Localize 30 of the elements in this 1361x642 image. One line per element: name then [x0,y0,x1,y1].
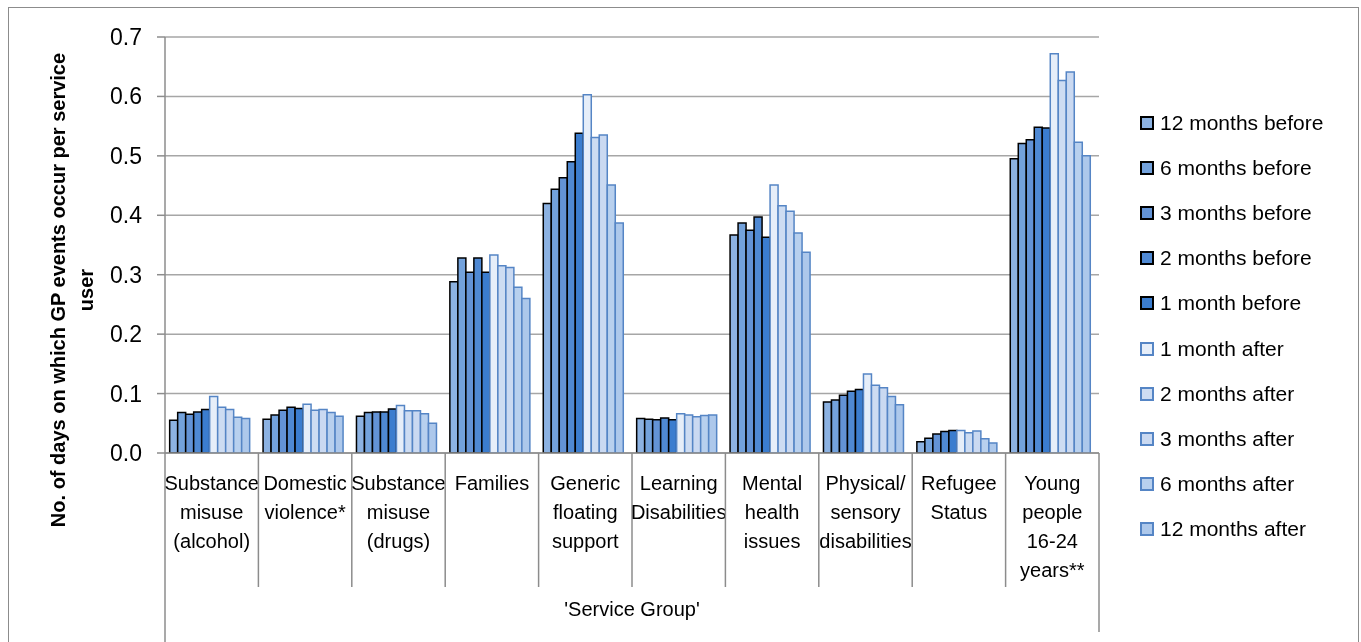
legend-label: 12 months after [1160,516,1306,541]
x-tick-label: Physical/sensory disabilities [819,472,912,552]
legend-label: 12 months before [1160,111,1324,136]
y-axis-title: No. of days on which GP events occur per service user [47,52,97,528]
x-tick-label: Learning Disabilities [630,472,727,523]
x-tick-label: Substance misuse (drugs) [351,472,446,552]
legend-label: 3 months before [1160,201,1312,226]
legend-label: 2 months before [1160,246,1312,271]
legend-label: 6 months after [1160,471,1295,496]
x-tick-label: Generic floating support [550,472,621,552]
y-tick-label: 0.5 [110,142,142,169]
legend-label: 1 month after [1160,336,1284,361]
x-tick-label: Young people 16-24 years** [1020,472,1085,581]
y-tick-label: 0.0 [110,440,142,466]
y-tick-label: 0.4 [110,202,143,229]
x-tick-label: Families [454,472,530,494]
x-tick-label: Substance misuse (alcohol) [164,472,259,552]
y-tick-label: 0.7 [110,24,142,50]
legend-label: 2 months after [1160,381,1295,406]
x-axis-title: 'Service Group' [564,598,700,620]
y-tick-label: 0.1 [110,380,142,407]
x-tick-label: Mental health issues [742,472,803,552]
legend-label: 1 month before [1160,291,1302,316]
legend-label: 3 months after [1160,426,1295,451]
x-tick-label: Refugee Status [921,472,997,523]
y-tick-label: 0.2 [110,321,142,348]
legend-label: 6 months before [1160,156,1312,181]
y-tick-label: 0.3 [110,261,142,288]
y-tick-label: 0.6 [110,83,142,110]
x-tick-label: Domestic violence* [263,472,347,523]
